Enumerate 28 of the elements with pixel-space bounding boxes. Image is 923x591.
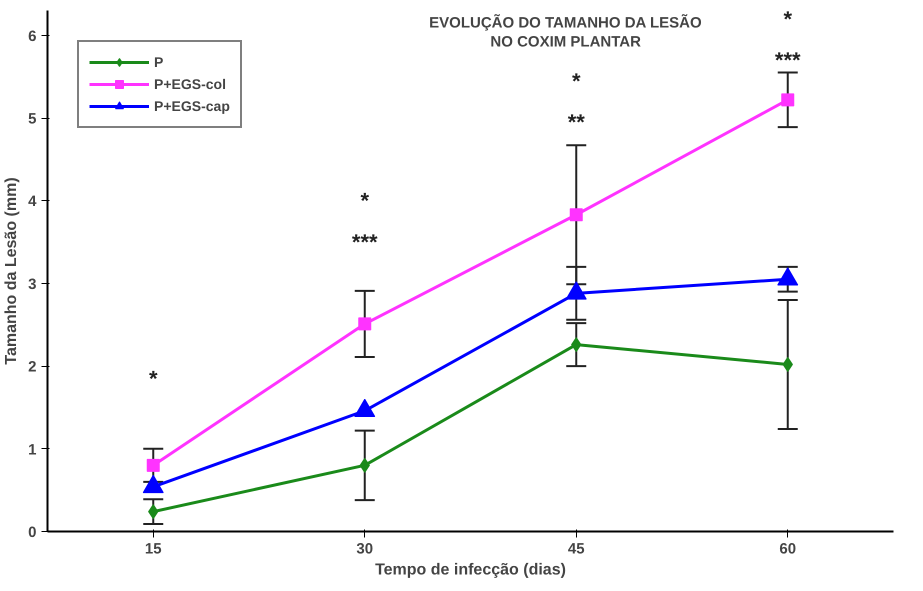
annotation: * — [360, 188, 370, 214]
annotation: * — [148, 366, 158, 392]
legend-label: P+EGS-col — [154, 76, 226, 92]
y-tick-label: 3 — [28, 276, 36, 293]
annotation: * — [783, 6, 792, 32]
y-tick-label: 1 — [28, 441, 36, 458]
point — [146, 458, 160, 472]
annotation: *** — [352, 230, 378, 255]
annotation: * — [572, 68, 581, 94]
y-tick-label: 2 — [28, 358, 36, 376]
annotation: ** — [568, 110, 586, 135]
point — [358, 317, 372, 330]
y-axis-title: Tamanho da Lesão (mm) — [3, 177, 20, 365]
x-tick-label: 45 — [568, 540, 585, 558]
x-axis-title: Tempo de infecção (dias) — [375, 562, 566, 578]
x-tick-label: 15 — [144, 540, 162, 558]
legend-label: P — [154, 54, 164, 70]
annotation: *** — [774, 48, 802, 73]
y-tick-label: 5 — [28, 110, 36, 128]
x-tick-label: 30 — [356, 540, 374, 558]
y-tick-label: 0 — [28, 524, 36, 541]
point — [781, 93, 794, 106]
y-tick-label: 4 — [28, 193, 38, 210]
y-tick-label: 6 — [28, 28, 36, 45]
legend-label: P+EGS-cap — [154, 98, 230, 114]
x-tick-label: 60 — [779, 540, 796, 558]
point — [570, 208, 583, 222]
text: EVOLUÇÃO DO TAMANHO DA LESÃO NO COXIM PLANTAR — [429, 14, 702, 50]
